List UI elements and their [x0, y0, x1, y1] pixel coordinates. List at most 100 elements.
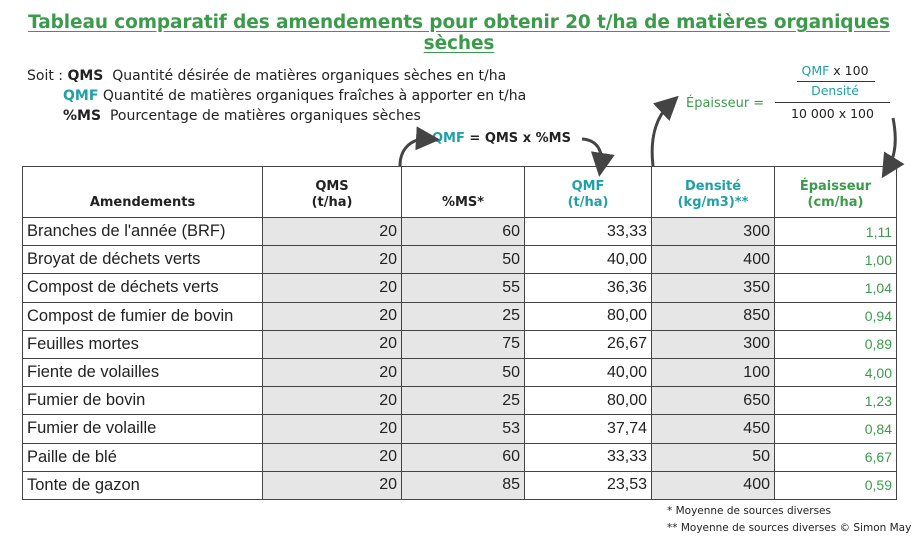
cell-qmf: 40,00 — [524, 245, 652, 275]
cell-ms: 85 — [401, 470, 525, 500]
cell-densite: 650 — [651, 386, 775, 416]
cell-epaisseur: 0,84 — [774, 414, 897, 444]
footnote-1: * Moyenne de sources diverses — [667, 505, 831, 517]
table-row: Branches de l'année (BRF) 20 60 33,33 30… — [22, 216, 897, 247]
cell-ms: 60 — [401, 442, 525, 472]
header-qms-label: QMS — [315, 179, 349, 194]
cell-name: Fiente de volailles — [22, 357, 263, 388]
arrow-qms-to-formula — [398, 126, 440, 167]
legend-line-ms: %MS Pourcentage de matières organiques s… — [63, 106, 421, 126]
cell-densite: 850 — [651, 301, 775, 331]
table-row: Compost de déchets verts 20 55 36,36 350… — [22, 273, 897, 303]
header-densite: Densité (kg/m3)** — [651, 166, 775, 218]
legend-qmf-abbr: QMF — [63, 88, 99, 104]
cell-densite: 400 — [651, 245, 775, 275]
cell-qms: 20 — [262, 216, 402, 247]
cell-name: Compost de déchets verts — [22, 273, 263, 303]
page-title: Tableau comparatif des amendements pour … — [28, 12, 890, 54]
table-row: Feuilles mortes 20 75 26,67 300 0,89 — [22, 329, 897, 359]
cell-name: Broyat de déchets verts — [22, 245, 263, 275]
cell-epaisseur: 0,94 — [774, 301, 897, 331]
cell-qms: 20 — [262, 245, 402, 275]
header-ms: %MS* — [401, 166, 525, 218]
cell-epaisseur: 6,67 — [774, 442, 897, 472]
cell-qms: 20 — [262, 329, 402, 359]
cell-qmf: 36,36 — [524, 273, 652, 303]
legend-qms-desc: Quantité désirée de matières organiques … — [112, 68, 507, 84]
legend-qms-abbr: QMS — [67, 68, 104, 84]
cell-name: Compost de fumier de bovin — [22, 301, 263, 331]
epaisseur-formula-x100: x 100 — [829, 63, 869, 78]
amendements-table: Amendements QMS (t/ha) %MS* QMF (t/ha) D… — [22, 166, 897, 500]
cell-ms: 53 — [401, 414, 525, 444]
legend-qmf-desc: Quantité de matières organiques fraîches… — [102, 88, 527, 104]
table-row: Broyat de déchets verts 20 50 40,00 400 … — [22, 245, 897, 275]
cell-qmf: 40,00 — [524, 357, 652, 388]
cell-qms: 20 — [262, 414, 402, 444]
cell-epaisseur: 1,11 — [774, 216, 897, 247]
header-densite-label: Densité — [684, 179, 742, 194]
header-amendements: Amendements — [22, 166, 263, 218]
header-qmf: QMF (t/ha) — [524, 166, 652, 218]
cell-epaisseur: 4,00 — [774, 357, 897, 388]
cell-qmf: 33,33 — [524, 216, 652, 247]
legend-line-qms: Soit : QMS Quantité désirée de matières … — [27, 66, 506, 86]
header-densite-unit: (kg/m3)** — [677, 195, 749, 210]
header-qmf-label: QMF — [571, 179, 605, 194]
qmf-formula-lhs: QMF — [432, 131, 465, 146]
cell-qms: 20 — [262, 273, 402, 303]
cell-densite: 400 — [651, 470, 775, 500]
cell-epaisseur: 1,04 — [774, 273, 897, 303]
table-row: Tonte de gazon 20 85 23,53 400 0,59 — [22, 470, 897, 500]
header-epaisseur-label: Épaisseur — [799, 179, 872, 194]
arrow-qmf-to-epaisseur — [650, 95, 679, 167]
cell-ms: 60 — [401, 216, 525, 247]
cell-name: Fumier de bovin — [22, 386, 263, 416]
header-qms: QMS (t/ha) — [262, 166, 402, 218]
cell-qms: 20 — [262, 386, 402, 416]
epaisseur-formula-denominator: 10 000 x 100 — [791, 106, 874, 121]
cell-name: Fumier de volaille — [22, 414, 263, 444]
header-epaisseur: Épaisseur (cm/ha) — [774, 166, 897, 218]
legend-line-qmf: QMF Quantité de matières organiques fraî… — [63, 86, 526, 106]
epaisseur-inner-fraction-line — [797, 81, 875, 83]
header-qmf-unit: (t/ha) — [567, 195, 609, 210]
cell-densite: 450 — [651, 414, 775, 444]
table-row: Compost de fumier de bovin 20 25 80,00 8… — [22, 301, 897, 331]
cell-densite: 100 — [651, 357, 775, 388]
epaisseur-formula-label: Épaisseur = — [686, 96, 765, 111]
cell-qmf: 23,53 — [524, 470, 652, 500]
cell-qmf: 37,74 — [524, 414, 652, 444]
arrow-formula-to-qmf — [581, 137, 615, 177]
cell-qms: 20 — [262, 301, 402, 331]
cell-ms: 50 — [401, 245, 525, 275]
cell-ms: 25 — [401, 301, 525, 331]
epaisseur-main-fraction-line — [775, 102, 890, 104]
cell-qmf: 33,33 — [524, 442, 652, 472]
cell-ms: 25 — [401, 386, 525, 416]
cell-name: Paille de blé — [22, 442, 263, 472]
table-row: Paille de blé 20 60 33,33 50 6,67 — [22, 442, 897, 472]
epaisseur-formula-densite: Densité — [811, 83, 859, 98]
cell-densite: 50 — [651, 442, 775, 472]
legend-ms-desc: Pourcentage de matières organiques sèche… — [109, 108, 421, 124]
table-row: Fumier de volaille 20 53 37,74 450 0,84 — [22, 414, 897, 444]
cell-epaisseur: 1,23 — [774, 386, 897, 416]
cell-qmf: 26,67 — [524, 329, 652, 359]
cell-ms: 75 — [401, 329, 525, 359]
cell-ms: 50 — [401, 357, 525, 388]
qmf-formula: QMF = QMS x %MS — [432, 131, 571, 146]
qmf-formula-rhs: = QMS x %MS — [464, 131, 571, 146]
legend-ms-abbr: %MS — [63, 108, 102, 124]
cell-qms: 20 — [262, 442, 402, 472]
cell-name: Tonte de gazon — [22, 470, 263, 500]
cell-ms: 55 — [401, 273, 525, 303]
cell-epaisseur: 0,89 — [774, 329, 897, 359]
header-epaisseur-unit: (cm/ha) — [807, 195, 864, 210]
legend-intro: Soit : — [27, 68, 68, 84]
cell-densite: 300 — [651, 216, 775, 247]
cell-qmf: 80,00 — [524, 386, 652, 416]
arrow-formula-to-epaisseur — [881, 117, 905, 179]
cell-epaisseur: 0,59 — [774, 470, 897, 500]
